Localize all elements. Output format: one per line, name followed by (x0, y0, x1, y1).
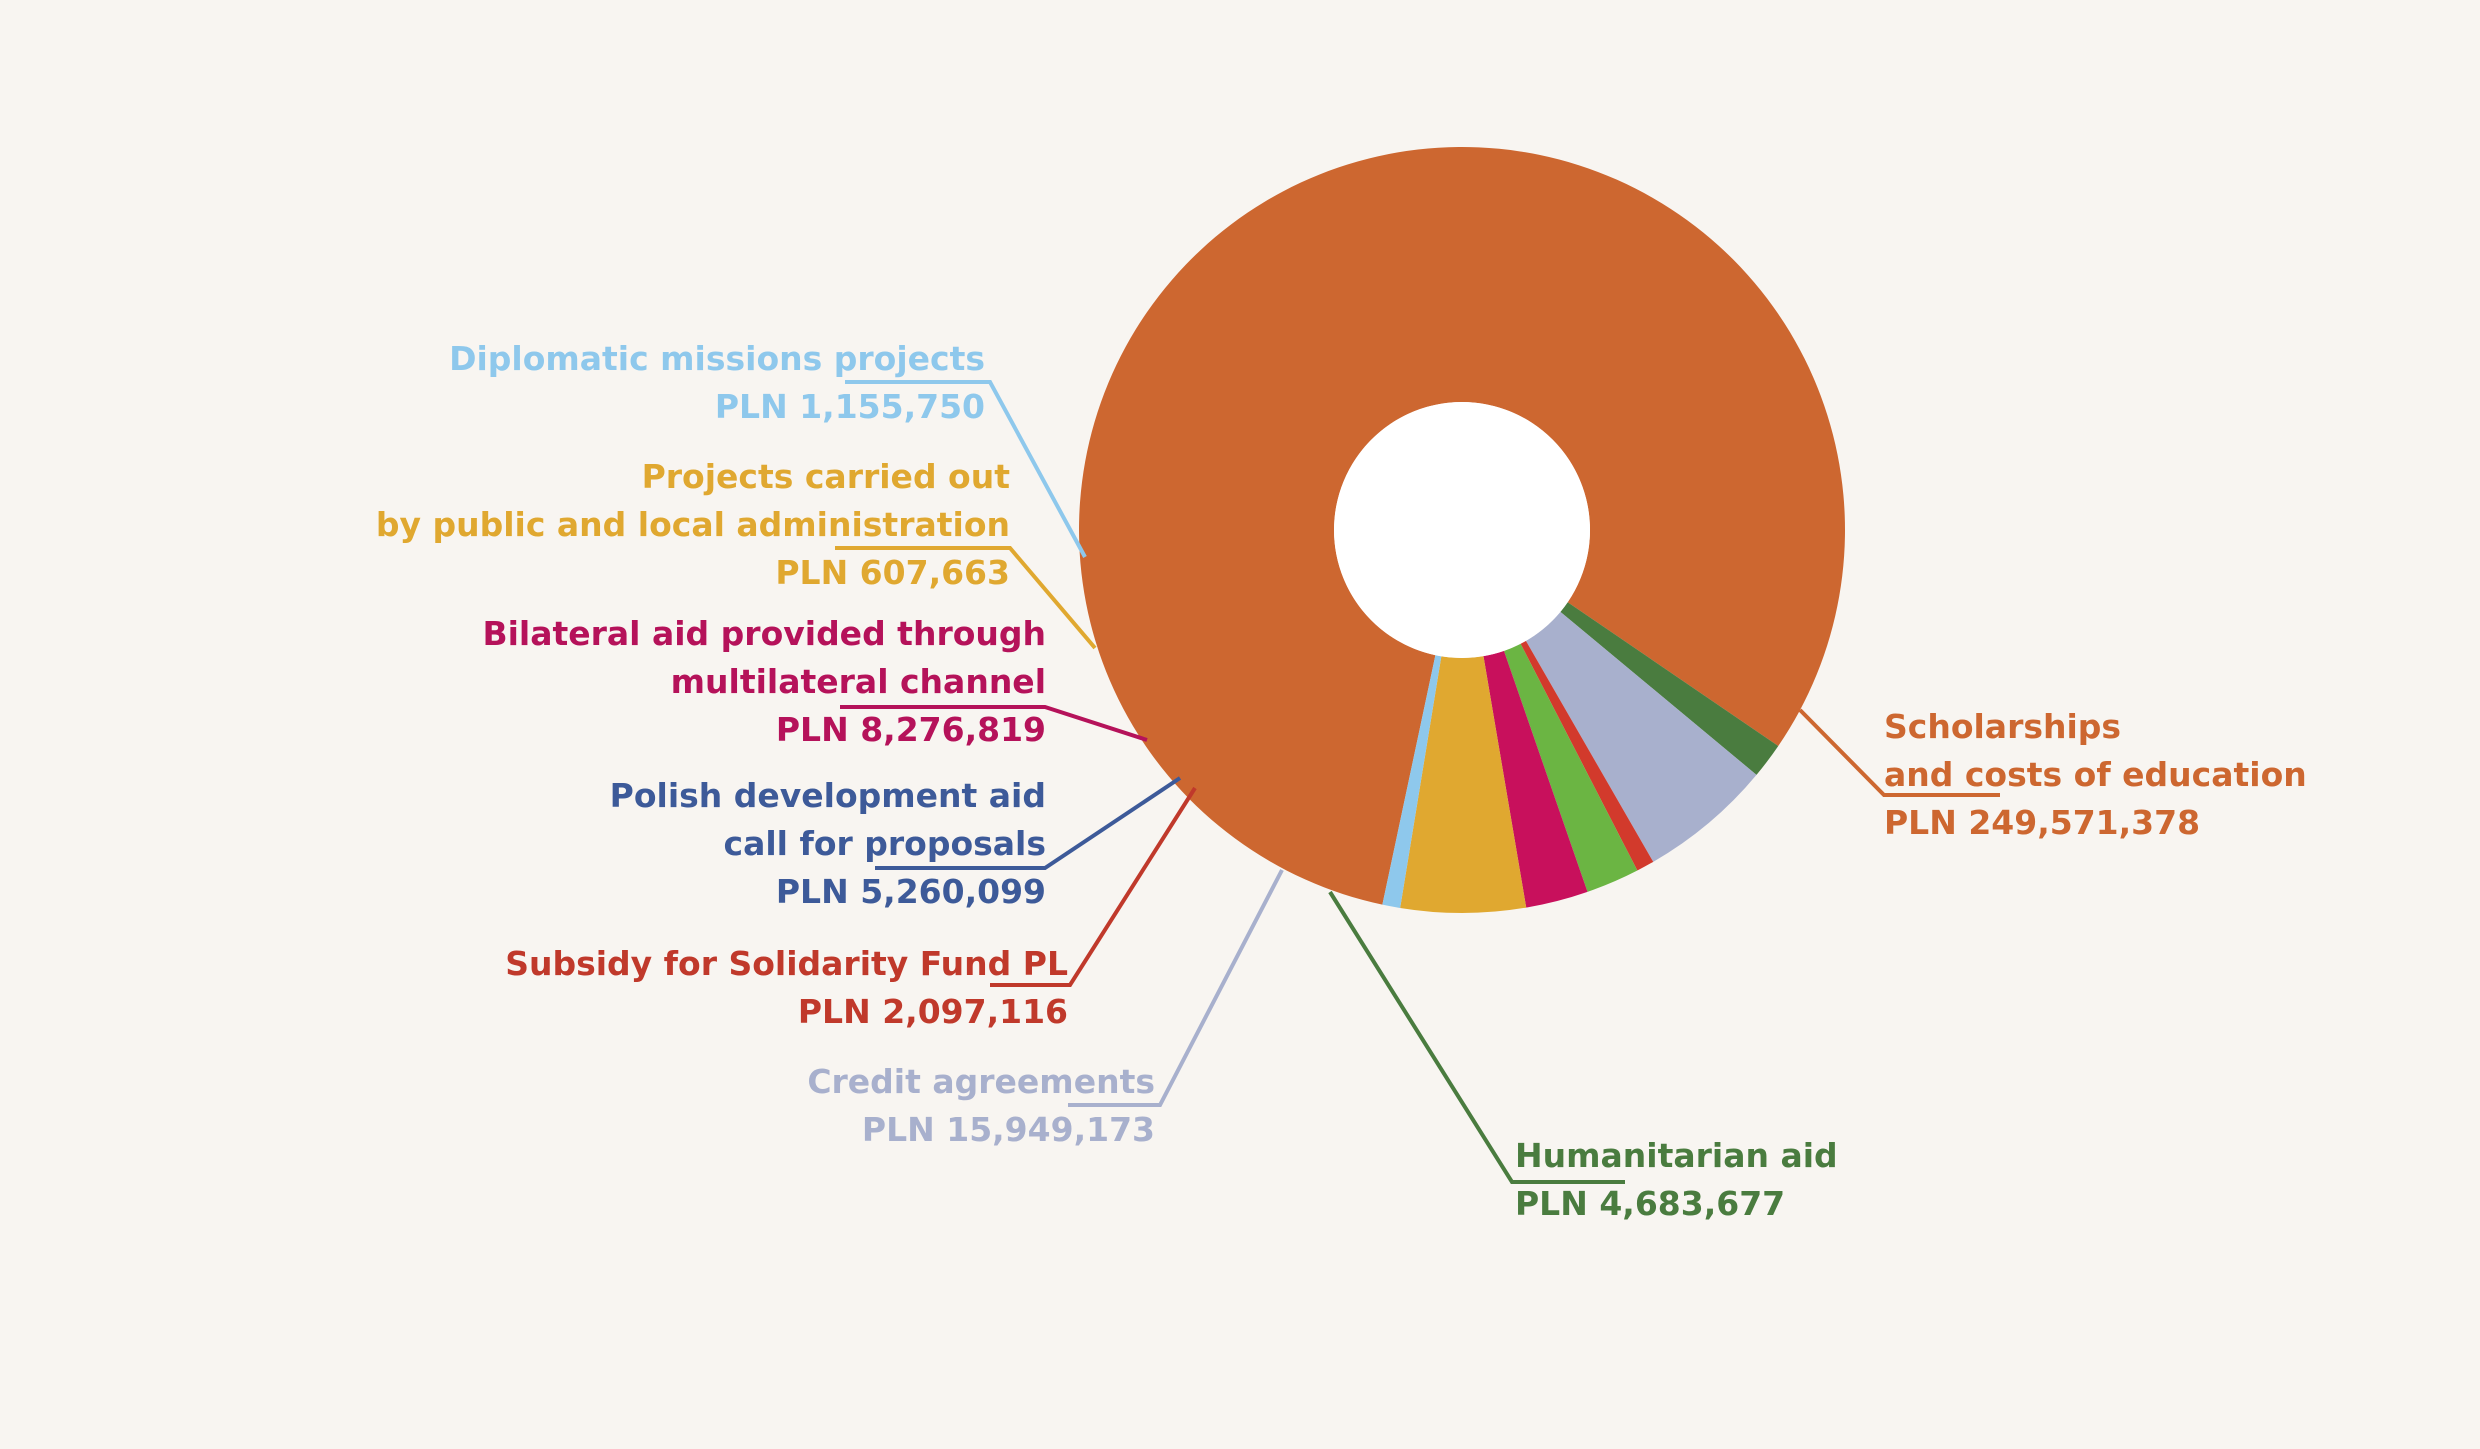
slice-solidarity (1520, 640, 1654, 871)
donut-hole (1334, 402, 1590, 658)
label-humanitarian: Humanitarian aid PLN 4,683,677 (1515, 1132, 1838, 1228)
leader-line-diplomatic (845, 380, 1087, 558)
label-public-admin-line-1: Projects carried out (641, 457, 1010, 496)
label-humanitarian-amount: PLN 4,683,677 (1515, 1184, 1786, 1223)
leader-line-public-admin (835, 546, 1097, 650)
slices-group (1078, 146, 1845, 913)
slice-diplomatic (1382, 655, 1442, 908)
label-scholarships-line-1: Scholarships (1884, 707, 2122, 746)
label-credit-amount: PLN 15,949,173 (861, 1110, 1155, 1149)
label-solidarity: Subsidy for Solidarity Fund PL PLN 2,097… (505, 940, 1068, 1036)
slice-credit (1525, 611, 1757, 862)
label-bilateral-amount: PLN 8,276,819 (775, 710, 1046, 749)
slice-humanitarian (1560, 602, 1779, 775)
label-credit-line-1: Credit agreements (807, 1062, 1155, 1101)
label-solidarity-line-1: Subsidy for Solidarity Fund PL (505, 944, 1068, 983)
label-polish-aid-line-1: Polish development aid (609, 776, 1046, 815)
slice-scholarships (1078, 146, 1845, 905)
label-humanitarian-line-1: Humanitarian aid (1515, 1136, 1838, 1175)
leader-line-bilateral (840, 705, 1148, 742)
label-scholarships-line-2: and costs of education (1884, 755, 2307, 794)
label-public-admin-line-2: by public and local administration (375, 505, 1010, 544)
label-public-admin-amount: PLN 607,663 (775, 553, 1010, 592)
slice-public-admin (1400, 656, 1527, 913)
label-scholarships: Scholarships and costs of education PLN … (1884, 703, 2307, 847)
label-public-admin: Projects carried out by public and local… (376, 453, 1010, 597)
slice-polish-aid (1503, 643, 1638, 892)
label-bilateral-line-1: Bilateral aid provided through (482, 614, 1046, 653)
label-polish-aid-line-2: call for proposals (723, 824, 1046, 863)
leader-line-humanitarian (1328, 890, 1625, 1184)
label-bilateral-line-2: multilateral channel (670, 662, 1046, 701)
label-diplomatic-amount: PLN 1,155,750 (714, 387, 985, 426)
leader-line-solidarity (990, 786, 1197, 987)
label-credit: Credit agreements PLN 15,949,173 (807, 1058, 1155, 1154)
label-diplomatic-line-1: Diplomatic missions projects (449, 339, 985, 378)
slice-bilateral (1483, 650, 1588, 908)
label-scholarships-amount: PLN 249,571,378 (1884, 803, 2201, 842)
label-solidarity-amount: PLN 2,097,116 (797, 992, 1068, 1031)
leader-line-scholarships (1798, 708, 2000, 797)
label-diplomatic: Diplomatic missions projects PLN 1,155,7… (449, 335, 985, 431)
label-polish-aid: Polish development aid call for proposal… (610, 772, 1046, 916)
label-polish-aid-amount: PLN 5,260,099 (775, 872, 1046, 911)
leader-lines-group (835, 380, 2000, 1184)
label-bilateral: Bilateral aid provided through multilate… (482, 610, 1046, 754)
leader-line-polish-aid (875, 776, 1182, 870)
leader-line-credit (1068, 869, 1284, 1107)
